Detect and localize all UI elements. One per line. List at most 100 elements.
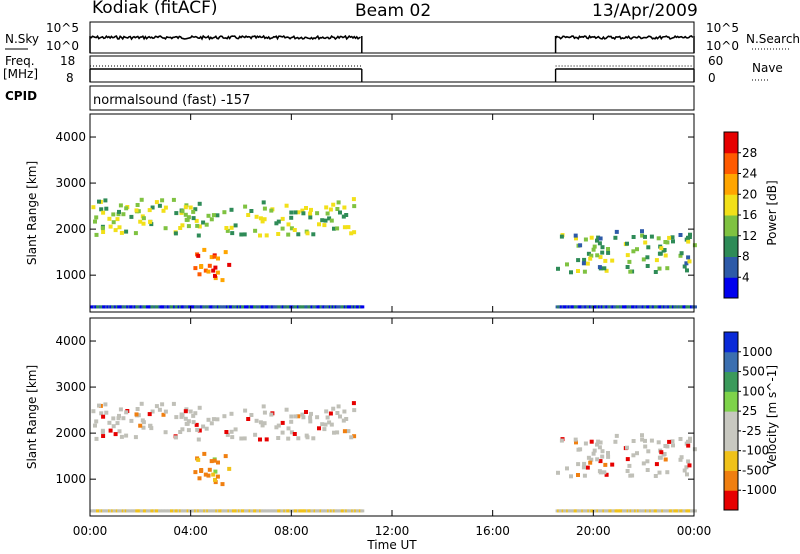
heatmap-cell xyxy=(309,207,313,212)
heatmap-cell xyxy=(582,461,587,466)
heatmap-cell xyxy=(104,206,109,211)
heatmap-cell xyxy=(653,474,658,478)
heatmap-cell xyxy=(212,254,217,259)
heatmap-cell xyxy=(344,213,349,217)
heatmap-cell xyxy=(161,208,166,213)
heatmap-cell xyxy=(262,206,267,211)
heatmap-cell xyxy=(352,408,357,413)
heatmap-cell xyxy=(119,434,124,439)
heatmap-cell xyxy=(206,213,211,218)
heatmap-cell xyxy=(610,462,615,467)
colorbar-tick-label: 20 xyxy=(742,187,757,201)
heatmap-cell xyxy=(94,232,99,237)
heatmap-cell xyxy=(640,433,644,438)
heatmap-cell xyxy=(301,211,306,216)
heatmap-cell xyxy=(239,232,244,237)
x-axis-ticks: 00:00 04:00 08:00 12:00 16:00 20:00 00:00 xyxy=(73,114,711,538)
heatmap-cell xyxy=(289,215,294,220)
heatmap-cell xyxy=(286,426,291,431)
heatmap-cell xyxy=(591,451,596,456)
heatmap-cell xyxy=(99,411,104,416)
heatmap-cell xyxy=(323,218,328,223)
heatmap-cell xyxy=(133,231,138,236)
beam-label: Beam 02 xyxy=(355,1,431,21)
heatmap-cell xyxy=(686,239,691,244)
heatmap-cell xyxy=(94,436,99,441)
colorbar-segment xyxy=(724,277,738,299)
colorbar-tick-label: 16 xyxy=(742,208,757,222)
heatmap-cell xyxy=(289,430,294,435)
heatmap-cell xyxy=(603,258,608,263)
heatmap-cell xyxy=(581,261,586,266)
heatmap-cell xyxy=(576,462,581,467)
heatmap-cell xyxy=(597,469,602,474)
heatmap-cell xyxy=(592,448,597,453)
heatmap-cell xyxy=(654,462,659,467)
heatmap-cell xyxy=(598,255,603,260)
heatmap-cell xyxy=(351,401,356,406)
heatmap-cell xyxy=(213,469,218,474)
heatmap-cell xyxy=(201,424,206,429)
heatmap-cell xyxy=(201,220,206,225)
heatmap-cell xyxy=(119,230,124,235)
heatmap-cell xyxy=(320,422,325,427)
heatmap-cell xyxy=(597,265,602,270)
heatmap-cell xyxy=(249,209,254,213)
heatmap-cell xyxy=(206,269,211,274)
heatmap-cell xyxy=(289,414,294,419)
heatmap-cell xyxy=(116,416,121,421)
heatmap-cell xyxy=(124,206,129,211)
heatmap-cell xyxy=(185,421,190,426)
heatmap-cell xyxy=(693,305,697,309)
heatmap-cell xyxy=(243,204,248,209)
heatmap-cell xyxy=(203,268,208,273)
heatmap-cell xyxy=(678,437,683,441)
heatmap-cell xyxy=(229,207,234,212)
heatmap-cell xyxy=(643,234,647,239)
heatmap-cell xyxy=(194,218,199,223)
heatmap-cell xyxy=(163,226,168,231)
heatmap-cell xyxy=(679,251,684,256)
freq-tick-bottom: 8 xyxy=(66,71,74,85)
heatmap-cell xyxy=(686,443,691,448)
heatmap-cell xyxy=(631,249,636,254)
heatmap-cell xyxy=(191,216,196,221)
freq-tick-top: 18 xyxy=(60,54,75,68)
y-tick-label: 4000 xyxy=(55,130,86,144)
heatmap-cell xyxy=(203,472,208,477)
heatmap-cell xyxy=(207,467,212,472)
heatmap-cell xyxy=(671,443,675,448)
heatmap-cell xyxy=(183,205,188,210)
freq-trace xyxy=(89,65,695,82)
heatmap-cell xyxy=(574,440,578,445)
heatmap-cell xyxy=(627,259,632,264)
heatmap-cell xyxy=(157,203,162,208)
heatmap-cell xyxy=(186,428,191,433)
heatmap-cell xyxy=(213,265,218,270)
heatmap-cell xyxy=(289,226,294,231)
heatmap-cell xyxy=(589,253,594,258)
y-tick-label: 3000 xyxy=(55,380,86,394)
heatmap-cell xyxy=(598,459,603,464)
heatmap-cell xyxy=(332,430,336,435)
heatmap-cell xyxy=(603,462,608,467)
heatmap-cell xyxy=(149,426,154,431)
velocity-ylabel: Slant Range [km] xyxy=(25,365,39,469)
heatmap-cell xyxy=(193,207,198,212)
heatmap-cell xyxy=(103,198,108,203)
heatmap-cell xyxy=(230,435,235,440)
heatmap-cell xyxy=(213,273,217,278)
heatmap-cell xyxy=(224,430,229,434)
heatmap-cell xyxy=(242,436,247,441)
heatmap-cell xyxy=(643,438,647,443)
heatmap-cell xyxy=(682,264,687,269)
heatmap-cell xyxy=(254,418,259,423)
heatmap-cell xyxy=(197,224,202,229)
heatmap-cell xyxy=(643,444,648,449)
heatmap-cell xyxy=(692,447,697,452)
heatmap-cell xyxy=(193,411,198,416)
heatmap-cell xyxy=(289,210,294,215)
heatmap-cell xyxy=(161,412,166,417)
heatmap-cell xyxy=(204,222,209,227)
heatmap-cell xyxy=(188,409,193,414)
